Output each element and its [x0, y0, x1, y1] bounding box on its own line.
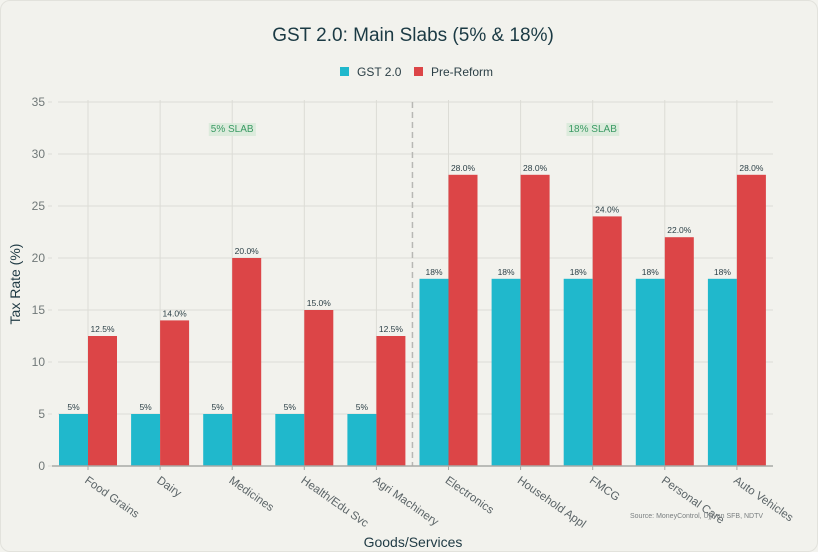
bar-pre-reform [376, 336, 406, 466]
y-tick-label: 30 [32, 147, 46, 161]
x-tick-label: Health/Edu Svc [299, 475, 371, 530]
data-label: 20.0% [235, 246, 260, 256]
y-tick-label: 0 [38, 459, 45, 473]
legend-swatch-pre-reform [414, 67, 423, 76]
legend: GST 2.0 Pre-Reform [340, 65, 493, 79]
y-tick-label: 35 [32, 95, 46, 109]
y-tick-label: 20 [32, 251, 46, 265]
x-tick-label: Dairy [154, 475, 183, 500]
slab-label-18-text: 18% SLAB [569, 124, 618, 135]
slab-label-18-background [566, 123, 620, 136]
bar-gst-2-0 [275, 414, 305, 466]
y-tick-label: 10 [32, 355, 46, 369]
data-label: 28.0% [739, 163, 764, 173]
data-label: 14.0% [163, 308, 188, 318]
bar-pre-reform [232, 258, 262, 466]
slab-label-18: 18% SLAB [566, 123, 620, 136]
x-tick-label: Household Appl [515, 475, 588, 531]
y-tick-label: 15 [32, 303, 46, 317]
bar-pre-reform [520, 174, 550, 467]
data-label: 5% [284, 402, 297, 412]
y-tick-label: 5 [38, 407, 45, 421]
x-tick-label: Agri Machinery [371, 475, 441, 529]
data-label: 12.5% [379, 324, 404, 334]
data-label: 5% [212, 402, 225, 412]
y-axis-title: Tax Rate (%) [7, 244, 23, 325]
data-label: 12.5% [90, 324, 115, 334]
bar-pre-reform [88, 336, 117, 466]
data-label: 5% [67, 402, 80, 412]
data-label: 28.0% [523, 163, 548, 173]
bar-pre-reform [592, 216, 622, 466]
x-tick-label: Food Grains [82, 475, 141, 521]
data-labels: 5% 5% 5% 5% 5% 18% 18% 18% 18% 18% 12.5% 14.0% 20.0%… [67, 163, 764, 412]
legend-label-gst-2-0: GST 2.0 [357, 65, 402, 79]
data-label: 18% [714, 267, 731, 277]
bar-gst-2-0 [131, 414, 161, 466]
x-tick-label: Medicines [226, 475, 275, 515]
x-axis-title: Goods/Services [364, 534, 463, 550]
x-axis-ticks: Food Grains Dairy Medicines Health/Edu Svc A… [82, 466, 795, 531]
bar-pre-reform [448, 174, 478, 467]
bar-gst-2-0 [635, 278, 665, 466]
y-tick-label: 25 [32, 199, 46, 213]
bar-gst-2-0 [563, 278, 593, 466]
x-tick-label: Electronics [443, 475, 496, 517]
slab-label-5-text: 5% SLAB [211, 124, 254, 135]
bar-gst-2-0 [707, 278, 737, 466]
slab-label-5: 5% SLAB [208, 123, 256, 136]
bar-pre-reform [160, 320, 190, 466]
bar-pre-reform [304, 310, 334, 466]
x-tick-label: FMCG [587, 475, 622, 504]
bar-pre-reform [664, 237, 694, 466]
bar-gst-2-0 [203, 414, 233, 466]
bar-pre-reform [736, 174, 766, 467]
data-label: 5% [356, 402, 369, 412]
data-label: 28.0% [451, 163, 476, 173]
bar-gst-2-0 [347, 414, 377, 466]
slab-label-5-background [208, 123, 256, 136]
data-label: 15.0% [307, 298, 332, 308]
data-label: 5% [139, 402, 152, 412]
bar-gst-2-0 [59, 414, 88, 466]
data-label: 24.0% [595, 204, 620, 214]
chart-title: GST 2.0: Main Slabs (5% & 18%) [272, 25, 554, 46]
y-axis-ticks: 0 5 10 15 20 25 30 35 [32, 95, 52, 473]
data-label: 22.0% [667, 225, 692, 235]
bars [59, 174, 766, 467]
bar-gst-2-0 [491, 278, 521, 466]
source-note: Source: MoneyControl, Ujjivan SFB, NDTV [630, 513, 763, 520]
bar-gst-2-0 [419, 278, 449, 466]
data-label: 18% [570, 267, 587, 277]
data-label: 18% [642, 267, 659, 277]
data-label: 18% [425, 267, 442, 277]
data-label: 18% [498, 267, 515, 277]
legend-label-pre-reform: Pre-Reform [431, 65, 493, 79]
legend-swatch-gst-2-0 [340, 67, 349, 76]
